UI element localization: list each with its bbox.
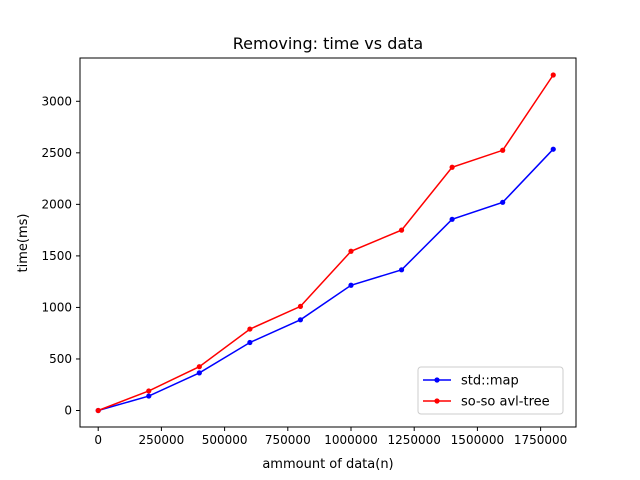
series-1-point [550,72,556,78]
ticks-layer: 0 250000 500000 750000 1000000 1250000 1500000… [41,94,567,447]
y-tick-label: 3000 [41,94,72,108]
x-tick-label: 250000 [138,433,184,447]
series-1-point [500,147,506,153]
series-0-point [297,317,304,323]
y-tick-label: 500 [49,352,72,366]
y-tick-label: 0 [64,404,72,418]
x-axis-title: ammount of data(n) [262,457,393,472]
y-tick-label: 2000 [41,197,72,211]
x-tick-label: 0 [94,433,102,447]
series-layer [95,72,556,414]
x-tick-label: 1250000 [387,433,440,447]
y-tick-label: 1500 [41,249,72,263]
series-line-0 [97,148,554,412]
legend-swatch-marker [434,377,440,383]
series-1-point [247,326,253,332]
series-0-point [247,339,253,346]
x-tick-label: 500000 [202,433,248,447]
series-0-point [550,146,556,152]
x-tick-label: 1750000 [514,433,567,447]
series-1-point [398,227,405,233]
legend-label: so-so avl-tree [461,395,550,410]
legend-label: std::map [461,374,519,389]
x-tick-label: 750000 [265,433,311,447]
series-1-point [95,407,101,414]
series-0-point [500,199,506,205]
series-0-point [348,282,354,288]
plot-area [80,58,576,427]
series-1-point [348,248,354,254]
series-1-point [297,303,304,310]
y-tick-label: 2500 [41,146,72,160]
x-tick-label: 1000000 [324,433,377,447]
series-0-point [196,370,202,376]
legend-swatch-marker [434,398,440,404]
series-0-point [449,216,455,222]
series-1-point [146,388,152,394]
plot-frame [79,57,577,428]
y-tick-label: 1000 [41,300,72,314]
series-1-point [196,364,202,370]
series-0-point [146,393,152,399]
series-1-point [449,164,455,170]
y-axis-title: time(ms) [16,214,31,273]
series-line-1 [97,74,554,412]
chart-title: Removing: time vs data [233,34,423,53]
legend-box [417,366,564,415]
series-0-point [398,267,405,273]
x-tick-label: 1500000 [451,433,504,447]
